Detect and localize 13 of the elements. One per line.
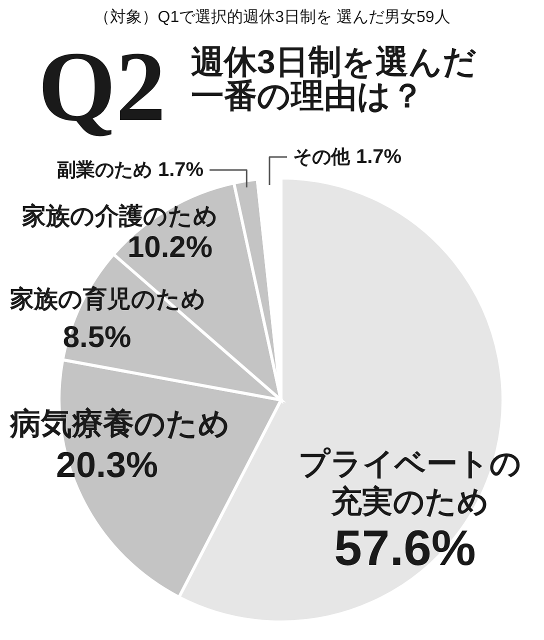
chart-subtitle: （対象）Q1で選択的週休3日制を 選んだ男女59人	[94, 8, 450, 26]
data-label: 20.3%	[56, 444, 158, 485]
data-label: 1.7%	[158, 159, 204, 181]
slice-label: 病気療養のため	[9, 406, 230, 441]
data-label: 8.5%	[62, 321, 132, 354]
data-label: 10.2%	[127, 231, 213, 264]
slice-label: 家族の育児のため	[9, 285, 206, 313]
slice-label: 家族の介護のため	[21, 203, 218, 230]
data-label: 57.6%	[334, 520, 476, 576]
slice-label: その他	[293, 147, 351, 168]
data-label: 1.7%	[356, 146, 402, 168]
slice-label: 副業のため	[57, 160, 152, 181]
slice-label: プライベートの充実のため	[298, 446, 522, 519]
